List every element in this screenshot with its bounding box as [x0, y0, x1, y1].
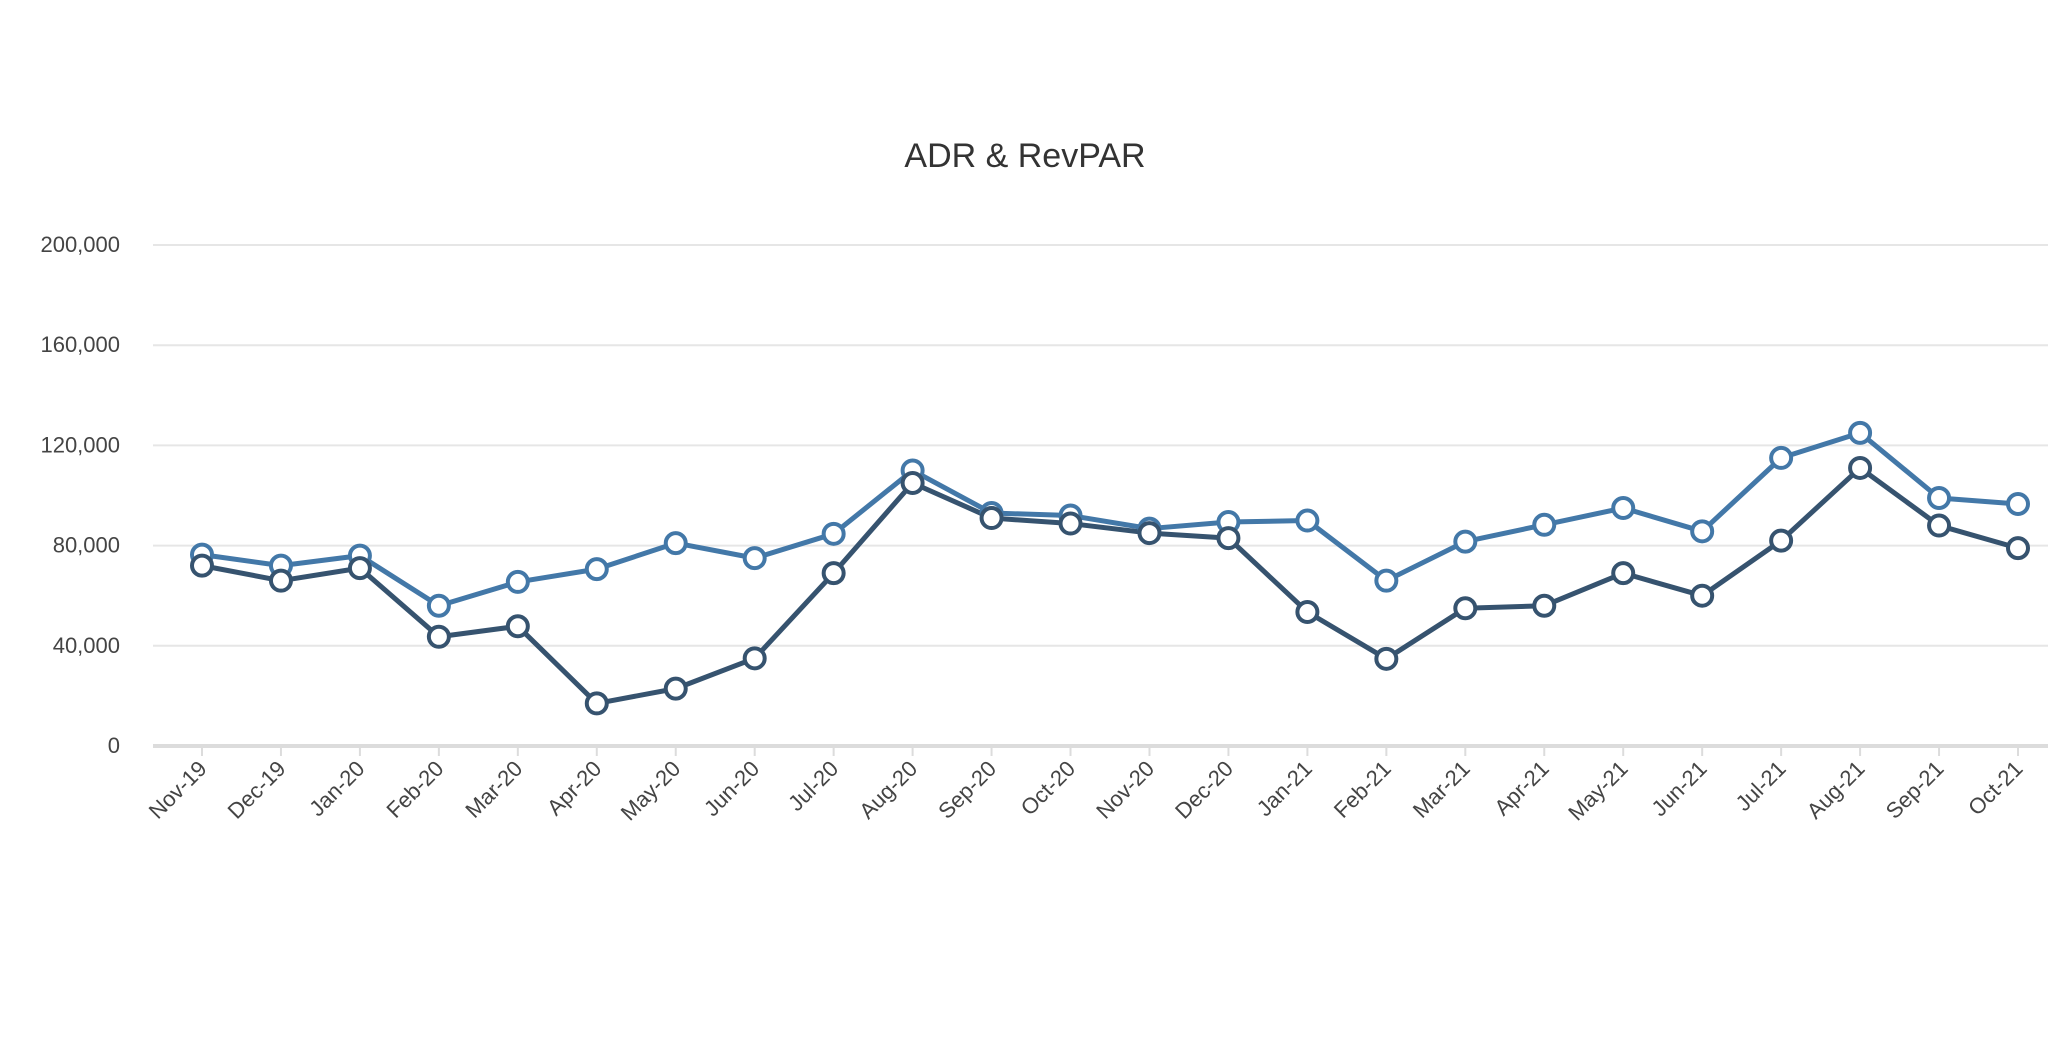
- y-tick-label: 160,000: [40, 332, 120, 357]
- data-point-series-2[interactable]: [268, 568, 293, 593]
- x-tick-label: Mar-20: [460, 756, 527, 823]
- x-tick-label: Aug-21: [1802, 756, 1870, 824]
- x-tick-label: Oct-20: [1016, 756, 1080, 820]
- x-tick-label: Jul-21: [1731, 756, 1791, 816]
- data-point-series-2[interactable]: [1453, 596, 1478, 621]
- data-point-series-1[interactable]: [1769, 445, 1794, 470]
- data-point-series-2[interactable]: [900, 470, 925, 495]
- data-point-series-2[interactable]: [2006, 536, 2030, 561]
- x-tick-label: Mar-21: [1408, 756, 1475, 823]
- data-point-series-2[interactable]: [426, 624, 451, 649]
- data-point-series-2[interactable]: [663, 676, 688, 701]
- data-point-series-1[interactable]: [505, 569, 530, 594]
- x-tick-label: Jun-20: [699, 756, 764, 821]
- series-line-1: [201, 430, 2019, 609]
- data-point-series-1[interactable]: [2006, 492, 2030, 517]
- data-point-series-1[interactable]: [1532, 512, 1557, 537]
- x-tick-label: Sep-20: [933, 756, 1001, 824]
- x-tick-label: Jan-20: [304, 756, 369, 821]
- data-point-series-2[interactable]: [1216, 526, 1241, 551]
- data-point-series-2[interactable]: [1058, 511, 1083, 536]
- data-point-series-2[interactable]: [1532, 593, 1557, 618]
- data-point-series-1[interactable]: [663, 531, 688, 556]
- data-point-series-1[interactable]: [1295, 508, 1320, 533]
- x-tick-label: Jul-20: [783, 756, 843, 816]
- data-point-series-1[interactable]: [584, 557, 609, 582]
- data-point-series-2[interactable]: [1769, 528, 1794, 553]
- data-point-series-1[interactable]: [1453, 529, 1478, 554]
- data-point-series-1[interactable]: [426, 593, 451, 618]
- data-point-series-2[interactable]: [979, 506, 1004, 531]
- data-point-series-2[interactable]: [1137, 521, 1162, 546]
- data-point-series-1[interactable]: [742, 546, 767, 571]
- x-tick-label: Dec-19: [223, 756, 291, 824]
- data-point-series-1[interactable]: [1374, 568, 1399, 593]
- data-point-series-1[interactable]: [821, 521, 846, 546]
- data-point-series-2[interactable]: [505, 614, 530, 639]
- data-point-series-1[interactable]: [1611, 496, 1636, 521]
- y-tick-label: 200,000: [40, 232, 120, 257]
- x-tick-label: Apr-21: [1489, 756, 1553, 820]
- chart-title: ADR & RevPAR: [904, 137, 1145, 175]
- data-point-series-2[interactable]: [584, 691, 609, 716]
- x-tick-label: Nov-20: [1091, 756, 1159, 824]
- x-tick-label: Sep-21: [1881, 756, 1949, 824]
- x-tick-label: Nov-19: [144, 756, 212, 824]
- data-point-series-2[interactable]: [1690, 583, 1715, 608]
- y-tick-label: 0: [108, 733, 120, 758]
- data-point-series-2[interactable]: [821, 561, 846, 586]
- data-point-series-2[interactable]: [1927, 513, 1952, 538]
- x-tick-label: Apr-20: [542, 756, 606, 820]
- x-tick-label: Dec-20: [1170, 756, 1238, 824]
- x-tick-label: Oct-21: [1963, 756, 2027, 820]
- data-point-series-1[interactable]: [1927, 486, 1952, 511]
- data-point-series-1[interactable]: [1848, 420, 1873, 445]
- series-line-2: [201, 465, 2019, 706]
- x-tick-label: Feb-20: [381, 756, 448, 823]
- y-tick-label: 120,000: [40, 432, 120, 457]
- data-point-series-2[interactable]: [1848, 455, 1873, 480]
- data-point-series-2[interactable]: [742, 646, 767, 671]
- x-tick-label: Jun-21: [1646, 756, 1711, 821]
- data-point-series-2[interactable]: [190, 553, 214, 578]
- x-tick-label: May-20: [616, 756, 686, 826]
- data-point-series-2[interactable]: [347, 556, 372, 581]
- data-point-series-2[interactable]: [1611, 561, 1636, 586]
- x-tick-label: Feb-21: [1329, 756, 1396, 823]
- x-tick-label: May-21: [1563, 756, 1633, 826]
- data-point-series-2[interactable]: [1295, 599, 1320, 624]
- y-tick-label: 80,000: [53, 533, 120, 558]
- y-tick-label: 40,000: [53, 633, 120, 658]
- data-point-series-1[interactable]: [1690, 519, 1715, 544]
- x-tick-label: Jan-21: [1252, 756, 1317, 821]
- data-point-series-2[interactable]: [1374, 646, 1399, 671]
- x-tick-label: Aug-20: [854, 756, 922, 824]
